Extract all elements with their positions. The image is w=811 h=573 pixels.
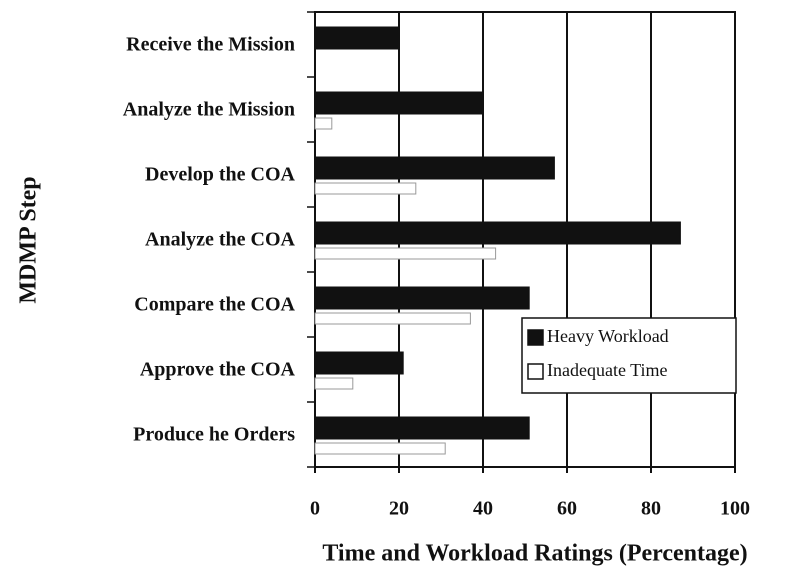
bar	[314, 182, 417, 195]
x-tick-label: 60	[557, 498, 577, 520]
y-tick-label: Develop the COA	[145, 164, 296, 186]
bar	[314, 442, 446, 455]
x-tick-label: 0	[310, 498, 320, 520]
bar	[314, 351, 404, 375]
legend-label: Heavy Workload	[547, 326, 669, 346]
y-tick-label: Receive the Mission	[126, 34, 295, 56]
bar	[314, 416, 530, 440]
legend-swatch	[527, 329, 544, 346]
bar	[314, 247, 497, 260]
bar	[314, 221, 681, 245]
bar	[314, 377, 354, 390]
x-tick-label: 100	[720, 498, 750, 520]
bar	[314, 286, 530, 310]
y-tick-label: Produce he Orders	[133, 424, 295, 446]
y-axis-label: MDMP Step	[16, 176, 42, 303]
x-axis-label: Time and Workload Ratings (Percentage)	[322, 541, 747, 567]
y-tick-label: Compare the COA	[134, 294, 295, 316]
x-tick-label: 40	[473, 498, 493, 520]
legend-box	[521, 317, 737, 394]
y-tick-label: Approve the COA	[140, 359, 296, 381]
legend-swatch	[527, 363, 544, 380]
bar	[314, 312, 471, 325]
bar	[314, 91, 484, 115]
y-tick-label: Analyze the Mission	[123, 99, 295, 121]
y-tick-label: Analyze the COA	[145, 229, 296, 251]
bar	[314, 26, 400, 50]
bar	[314, 156, 555, 180]
x-tick-label: 80	[641, 498, 661, 520]
legend-label: Inadequate Time	[547, 360, 667, 380]
x-tick-label: 20	[389, 498, 409, 520]
bar	[314, 117, 333, 130]
